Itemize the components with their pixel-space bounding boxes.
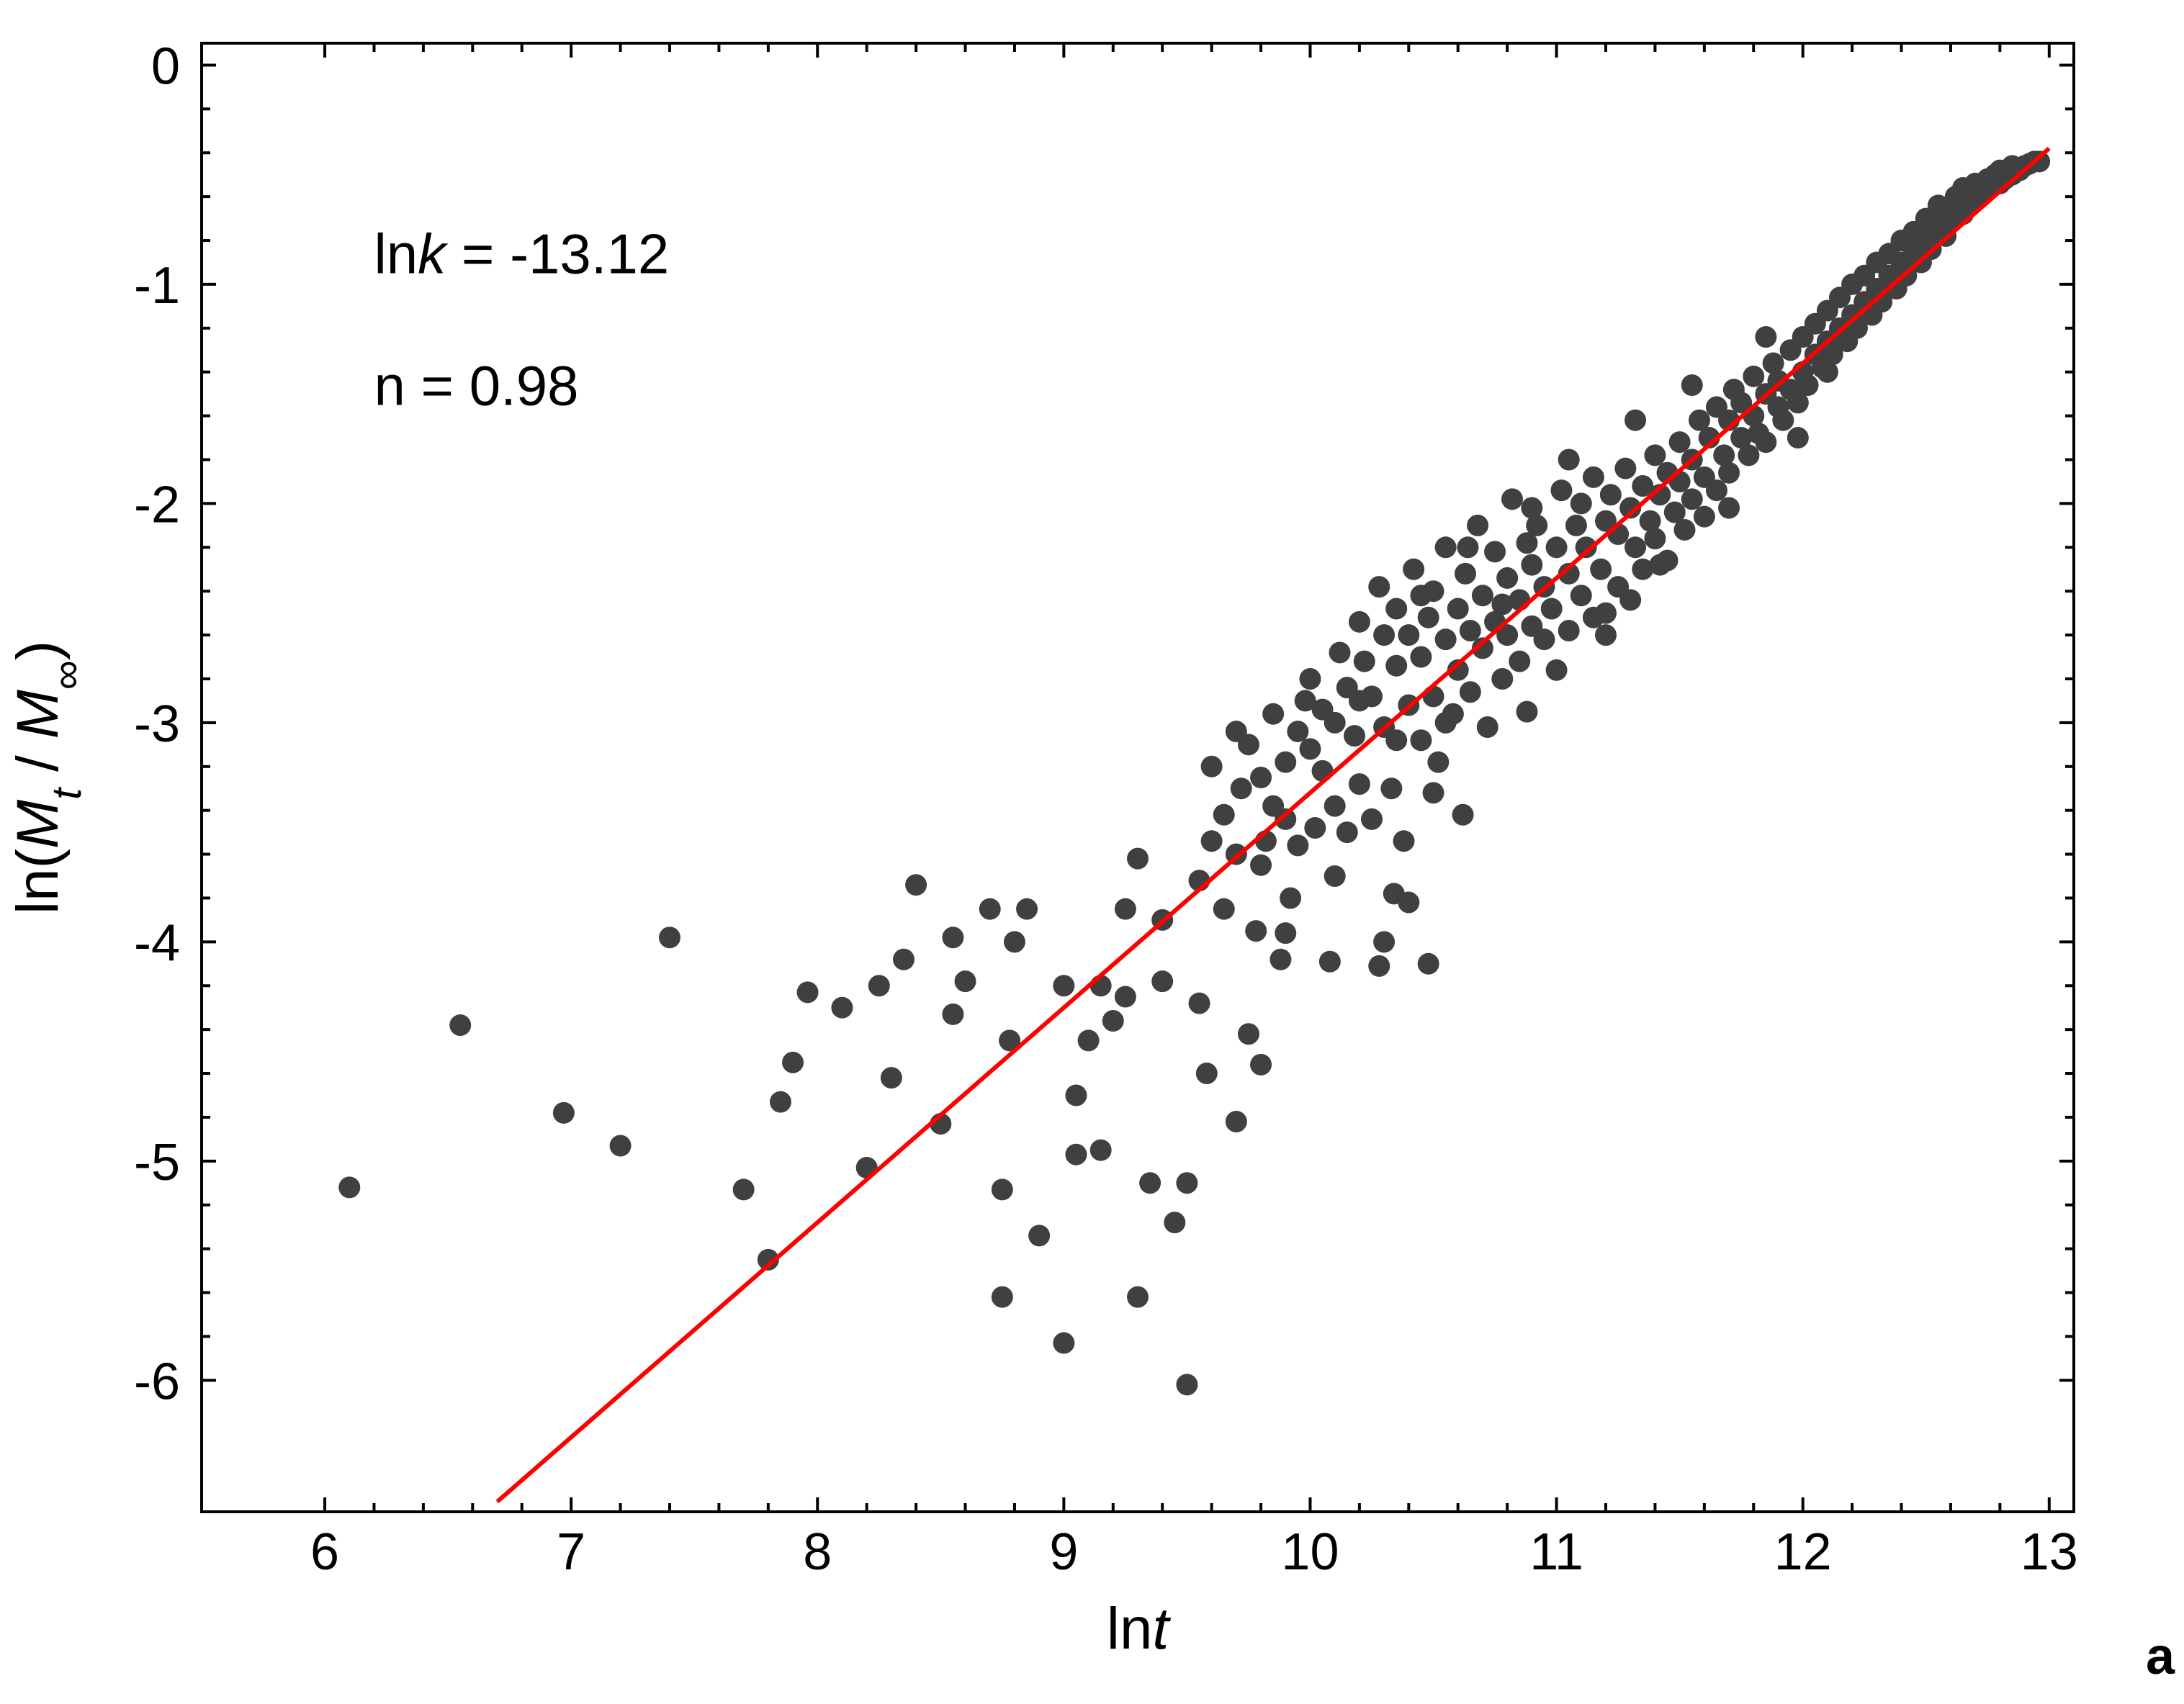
x-tick-label: 11 <box>1529 1523 1583 1581</box>
annotation-lnk: lnk = -13.12 <box>374 222 669 286</box>
y-tick-label: -5 <box>134 1134 180 1191</box>
chart-wrapper: 678910111213-6-5-4-3-2-10lntln(Mt / M∞)l… <box>0 0 2184 1704</box>
x-tick-label: 12 <box>1774 1523 1832 1581</box>
y-tick-label: -6 <box>134 1353 180 1410</box>
x-tick-label: 13 <box>2021 1523 2078 1581</box>
y-tick-label: -4 <box>134 914 180 972</box>
y-tick-label: -3 <box>134 695 180 753</box>
x-tick-label: 10 <box>1281 1523 1339 1581</box>
y-tick-label: -2 <box>134 476 180 533</box>
y-tick-label: 0 <box>151 37 180 95</box>
x-tick-label: 7 <box>557 1523 585 1581</box>
y-tick-label: -1 <box>134 257 180 315</box>
x-tick-label: 8 <box>803 1523 832 1581</box>
panel-label: a <box>2146 1627 2175 1686</box>
x-tick-label: 9 <box>1049 1523 1078 1581</box>
x-axis-label: lnt <box>1107 1596 1172 1662</box>
annotation-n: n = 0.98 <box>374 353 578 417</box>
x-tick-label: 6 <box>310 1523 339 1581</box>
scatter-chart: 678910111213-6-5-4-3-2-10lntln(Mt / M∞)l… <box>0 0 2184 1704</box>
